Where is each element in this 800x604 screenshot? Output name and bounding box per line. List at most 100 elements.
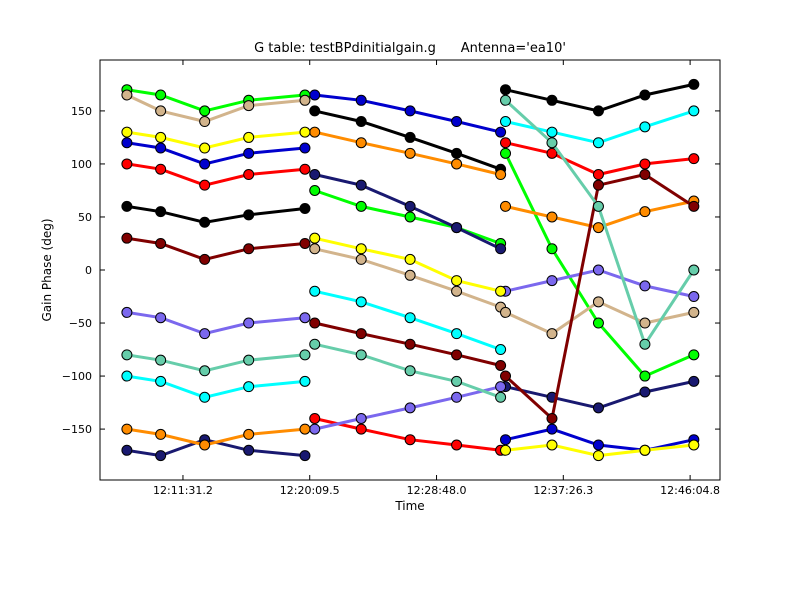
data-point <box>688 439 700 451</box>
data-point <box>155 131 167 143</box>
data-point <box>404 211 416 223</box>
data-point <box>155 428 167 440</box>
data-point <box>355 349 367 361</box>
data-point <box>155 142 167 154</box>
data-point <box>243 317 255 329</box>
data-point <box>639 444 651 456</box>
data-point <box>495 359 507 371</box>
x-tick-label: 12:11:31.2 <box>153 484 213 497</box>
data-point <box>243 354 255 366</box>
y-tick-label: −50 <box>69 317 92 330</box>
data-point <box>592 402 604 414</box>
data-point <box>121 126 133 138</box>
data-point <box>500 116 512 128</box>
data-point <box>155 206 167 218</box>
data-point <box>500 137 512 149</box>
data-point <box>592 200 604 212</box>
data-point <box>451 158 463 170</box>
data-point <box>199 116 211 128</box>
data-point <box>639 280 651 292</box>
data-point <box>299 126 311 138</box>
data-point <box>199 142 211 154</box>
chart-title: G table: testBPdinitialgain.g Antenna='e… <box>254 41 566 56</box>
data-point <box>639 89 651 101</box>
data-point <box>121 306 133 318</box>
data-point <box>639 338 651 350</box>
plot-area <box>121 78 700 462</box>
data-point <box>688 200 700 212</box>
data-point <box>451 285 463 297</box>
data-point <box>121 158 133 170</box>
data-point <box>592 317 604 329</box>
data-point <box>299 423 311 435</box>
data-point <box>355 137 367 149</box>
data-point <box>199 365 211 377</box>
data-point <box>639 386 651 398</box>
data-point <box>309 338 321 350</box>
data-point <box>355 243 367 255</box>
y-axis-label: Gain Phase (deg) <box>40 218 54 321</box>
y-tick-label: −150 <box>62 423 92 436</box>
data-point <box>500 84 512 96</box>
data-point <box>309 105 321 117</box>
data-point <box>199 253 211 265</box>
data-point <box>355 412 367 424</box>
data-point <box>546 94 558 106</box>
data-point <box>404 269 416 281</box>
data-point <box>243 147 255 159</box>
data-point <box>495 126 507 138</box>
data-point <box>495 391 507 403</box>
data-point <box>592 222 604 234</box>
data-point <box>592 450 604 462</box>
x-tick-label: 12:46:04.8 <box>660 484 720 497</box>
data-point <box>199 328 211 340</box>
data-point <box>155 354 167 366</box>
data-point <box>155 312 167 324</box>
data-point <box>404 147 416 159</box>
data-point <box>121 444 133 456</box>
data-point <box>592 296 604 308</box>
data-point <box>592 439 604 451</box>
data-point <box>495 381 507 393</box>
data-point <box>404 105 416 117</box>
data-point <box>546 147 558 159</box>
data-point <box>355 296 367 308</box>
data-point <box>495 169 507 181</box>
data-point <box>688 78 700 90</box>
data-point <box>299 237 311 249</box>
data-point <box>199 391 211 403</box>
data-point <box>243 169 255 181</box>
data-point <box>355 116 367 128</box>
data-point <box>355 179 367 191</box>
data-point <box>404 365 416 377</box>
data-point <box>155 450 167 462</box>
data-point <box>309 243 321 255</box>
data-point <box>451 439 463 451</box>
data-point <box>309 169 321 181</box>
data-point <box>592 105 604 117</box>
data-point <box>451 222 463 234</box>
data-point <box>546 412 558 424</box>
data-point <box>500 200 512 212</box>
data-point <box>404 402 416 414</box>
data-point <box>500 147 512 159</box>
data-point <box>688 291 700 303</box>
data-point <box>546 439 558 451</box>
x-axis-label: Time <box>394 499 424 513</box>
data-point <box>355 328 367 340</box>
data-point <box>355 253 367 265</box>
x-tick-label: 12:20:09.5 <box>280 484 340 497</box>
data-point <box>309 89 321 101</box>
data-point <box>299 202 311 214</box>
data-point <box>495 285 507 297</box>
data-point <box>155 375 167 387</box>
data-point <box>243 131 255 143</box>
y-tick-label: 50 <box>78 211 92 224</box>
data-point <box>500 434 512 446</box>
y-tick-label: 0 <box>85 264 92 277</box>
data-point <box>199 105 211 117</box>
data-point <box>309 317 321 329</box>
data-point <box>309 423 321 435</box>
data-point <box>592 264 604 276</box>
